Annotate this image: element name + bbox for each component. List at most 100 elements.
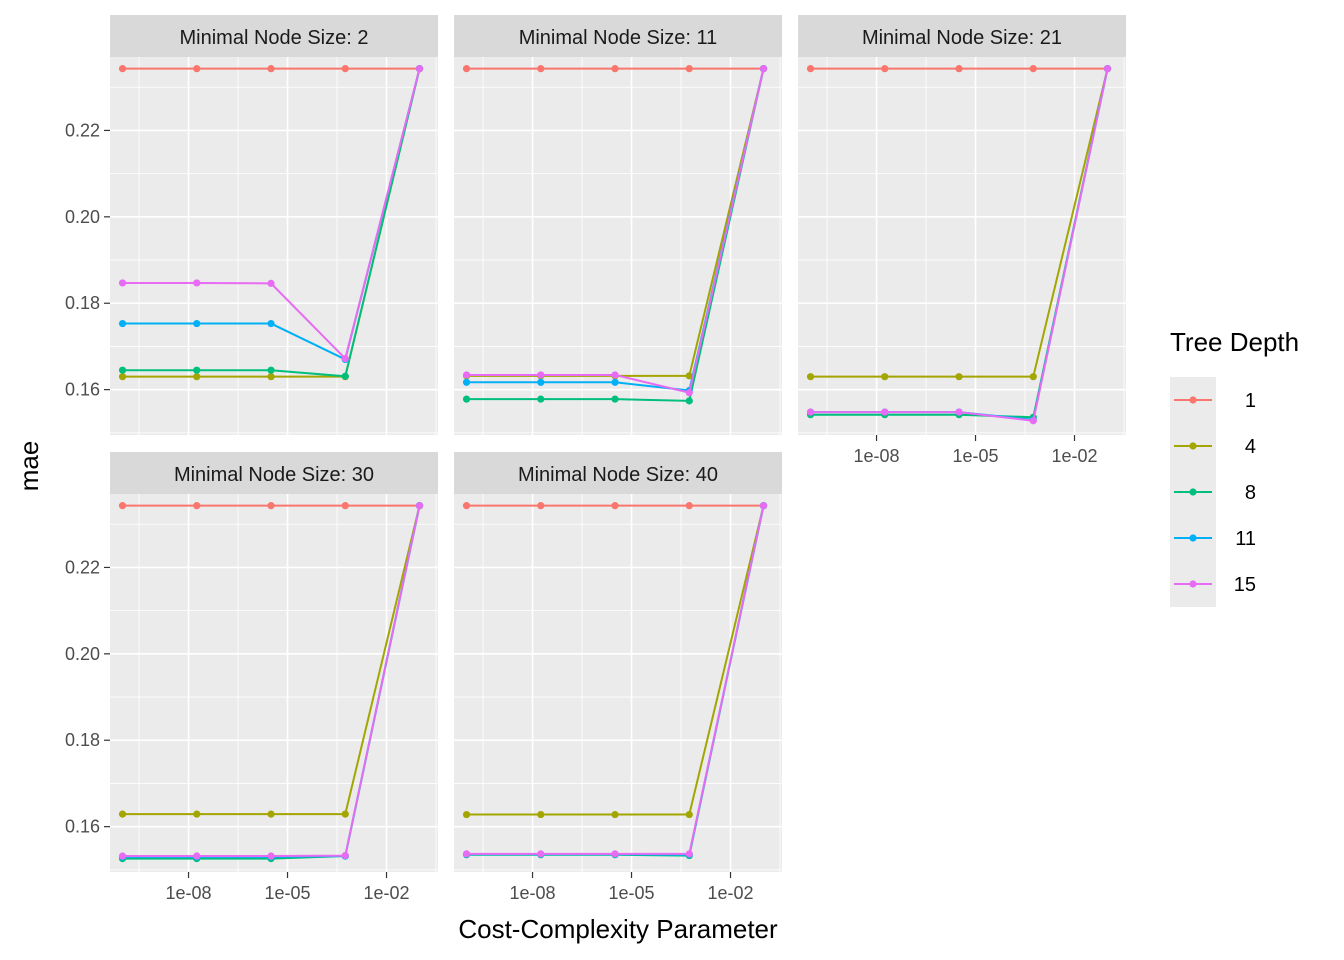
data-point-depth-15 bbox=[881, 408, 889, 416]
data-point-depth-4 bbox=[955, 373, 963, 381]
data-point-depth-4 bbox=[462, 810, 471, 819]
data-point-depth-4 bbox=[685, 372, 693, 380]
y-tick-label: 0.18 bbox=[65, 730, 100, 750]
data-point-depth-1 bbox=[611, 65, 619, 73]
data-point-depth-1 bbox=[537, 502, 545, 510]
data-point-depth-4 bbox=[1029, 373, 1037, 381]
data-point-depth-15 bbox=[341, 354, 349, 363]
data-point-depth-15 bbox=[267, 279, 275, 287]
panel-background bbox=[110, 494, 438, 872]
data-point-depth-15 bbox=[462, 371, 471, 379]
data-point-depth-4 bbox=[267, 373, 275, 381]
legend-key-point bbox=[1189, 534, 1197, 542]
data-point-depth-15 bbox=[118, 279, 127, 287]
data-point-depth-11 bbox=[267, 319, 275, 328]
facet-panel: Minimal Node Size: 11 bbox=[454, 15, 782, 435]
facet-panel: Minimal Node Size: 2 bbox=[110, 15, 438, 435]
panel-background bbox=[454, 57, 782, 435]
data-point-depth-15 bbox=[267, 852, 275, 860]
facet-strip-label: Minimal Node Size: 30 bbox=[174, 464, 374, 486]
data-point-depth-15 bbox=[1029, 417, 1037, 425]
data-point-depth-1 bbox=[1029, 65, 1037, 73]
data-point-depth-1 bbox=[341, 502, 349, 510]
data-point-depth-1 bbox=[611, 502, 619, 510]
data-point-depth-15 bbox=[759, 65, 768, 73]
data-point-depth-1 bbox=[685, 502, 693, 510]
facet-strip-label: Minimal Node Size: 11 bbox=[519, 27, 718, 49]
data-point-depth-15 bbox=[415, 65, 424, 73]
data-point-depth-8 bbox=[462, 395, 471, 403]
legend-key-point bbox=[1189, 396, 1197, 404]
data-point-depth-15 bbox=[685, 389, 693, 397]
data-point-depth-4 bbox=[118, 373, 127, 381]
x-tick-label: 1e-08 bbox=[510, 883, 556, 903]
legend: Tree Depth 1 4 8 11 15 bbox=[1170, 327, 1299, 607]
data-point-depth-1 bbox=[881, 65, 889, 73]
data-point-depth-1 bbox=[193, 502, 201, 510]
data-point-depth-1 bbox=[193, 65, 201, 73]
data-point-depth-11 bbox=[118, 319, 127, 328]
data-point-depth-8 bbox=[537, 395, 545, 403]
facet-panel: Minimal Node Size: 21 bbox=[798, 15, 1126, 435]
data-point-depth-4 bbox=[685, 810, 693, 819]
legend-label: 11 bbox=[1235, 528, 1256, 550]
data-point-depth-15 bbox=[759, 502, 768, 510]
data-point-depth-1 bbox=[537, 65, 545, 73]
legend-title: Tree Depth bbox=[1170, 327, 1299, 357]
data-point-depth-1 bbox=[685, 65, 693, 73]
x-tick-label: 1e-02 bbox=[707, 883, 753, 903]
data-point-depth-8 bbox=[685, 397, 693, 405]
x-tick-label: 1e-05 bbox=[953, 446, 999, 466]
data-point-depth-15 bbox=[537, 850, 545, 858]
legend-label: 4 bbox=[1245, 436, 1256, 458]
y-axis-title: mae bbox=[14, 441, 44, 492]
data-point-depth-4 bbox=[806, 373, 815, 381]
data-point-depth-1 bbox=[806, 65, 815, 73]
facet-strip-label: Minimal Node Size: 21 bbox=[862, 27, 1062, 49]
x-tick-label: 1e-02 bbox=[1051, 446, 1097, 466]
data-point-depth-4 bbox=[341, 810, 349, 818]
panel-background bbox=[454, 494, 782, 872]
y-tick-label: 0.18 bbox=[65, 293, 100, 313]
legend-key-point bbox=[1189, 488, 1197, 496]
data-point-depth-4 bbox=[193, 810, 201, 818]
data-point-depth-1 bbox=[267, 65, 275, 73]
y-tick-label: 0.22 bbox=[65, 120, 100, 140]
data-point-depth-4 bbox=[118, 810, 127, 818]
x-tick-label: 1e-08 bbox=[166, 883, 212, 903]
legend-items: 1 4 8 11 15 bbox=[1174, 390, 1256, 596]
facet-strip bbox=[110, 15, 438, 57]
facet-strip-label: Minimal Node Size: 40 bbox=[518, 464, 718, 486]
data-point-depth-11 bbox=[537, 378, 545, 386]
data-point-depth-15 bbox=[685, 850, 693, 858]
x-tick-label: 1e-02 bbox=[363, 883, 409, 903]
legend-key-point bbox=[1189, 580, 1197, 588]
data-point-depth-15 bbox=[118, 852, 127, 860]
legend-key-point bbox=[1189, 442, 1197, 450]
data-point-depth-4 bbox=[881, 373, 889, 381]
data-point-depth-1 bbox=[267, 502, 275, 510]
data-point-depth-15 bbox=[415, 502, 424, 510]
data-point-depth-15 bbox=[341, 851, 349, 860]
y-tick-label: 0.20 bbox=[65, 207, 100, 227]
data-point-depth-1 bbox=[341, 65, 349, 73]
y-tick-label: 0.16 bbox=[65, 817, 100, 837]
data-point-depth-15 bbox=[462, 850, 471, 858]
data-point-depth-15 bbox=[806, 408, 815, 416]
data-point-depth-15 bbox=[193, 279, 201, 287]
data-point-depth-4 bbox=[611, 810, 619, 819]
panel-background bbox=[798, 57, 1126, 435]
data-point-depth-11 bbox=[193, 319, 201, 328]
data-point-depth-8 bbox=[341, 372, 349, 380]
facet-strip-label: Minimal Node Size: 2 bbox=[180, 27, 369, 49]
x-tick-label: 1e-08 bbox=[854, 446, 900, 466]
legend-label: 1 bbox=[1245, 390, 1256, 412]
data-point-depth-11 bbox=[611, 378, 619, 386]
data-point-depth-1 bbox=[462, 502, 471, 510]
facet-strip bbox=[454, 15, 782, 57]
y-tick-label: 0.16 bbox=[65, 380, 100, 400]
data-point-depth-8 bbox=[193, 366, 201, 374]
y-tick-label: 0.22 bbox=[65, 557, 100, 577]
data-point-depth-8 bbox=[118, 366, 127, 374]
